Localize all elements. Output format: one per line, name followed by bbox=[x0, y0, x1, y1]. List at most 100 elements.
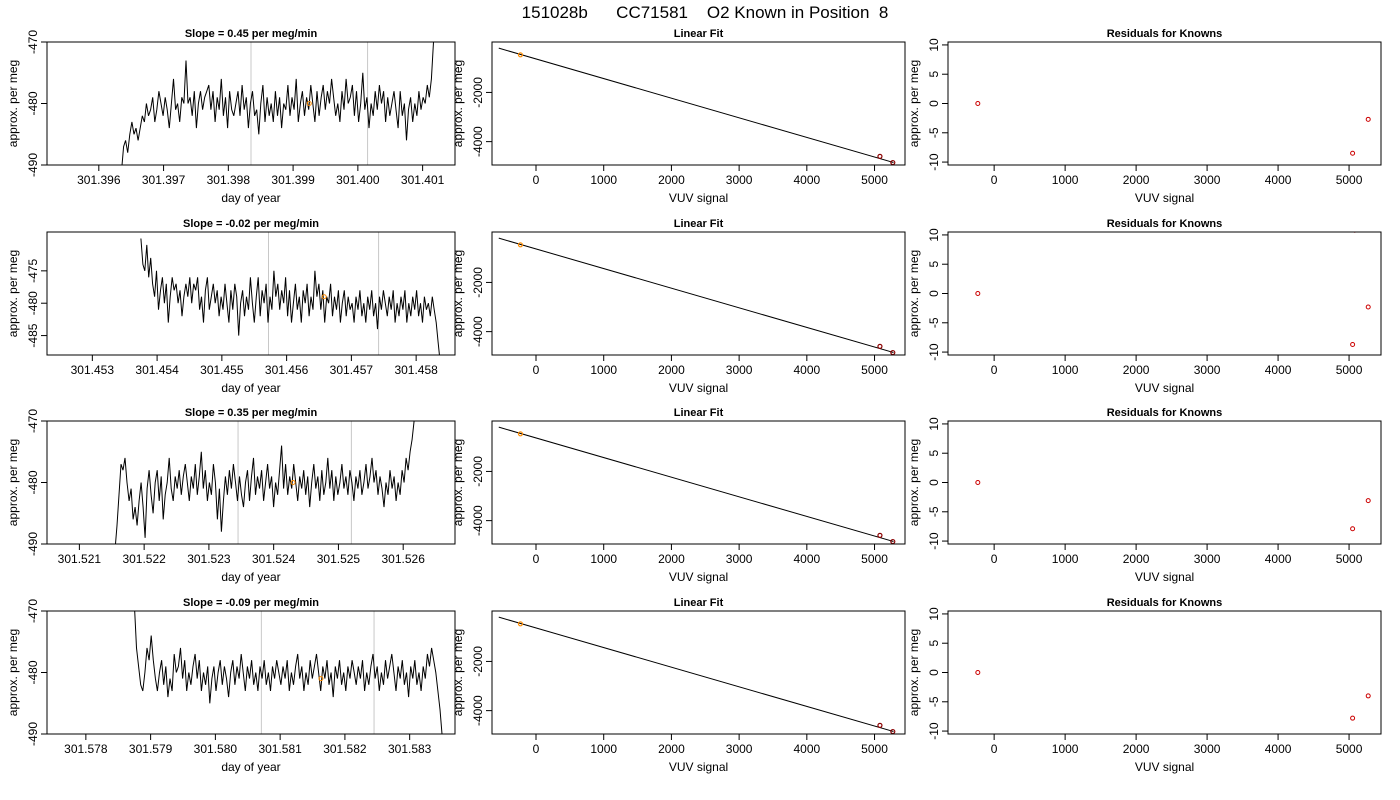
known-point bbox=[517, 431, 524, 437]
known-point bbox=[517, 621, 524, 627]
x-tick-label: 0 bbox=[991, 363, 998, 377]
x-tick-label: 2000 bbox=[1123, 552, 1150, 566]
panel-title: Residuals for Knowns bbox=[1107, 28, 1223, 40]
x-tick-label: 301.578 bbox=[64, 742, 108, 756]
x-tick-label: 0 bbox=[991, 173, 998, 187]
chart-panel-2: Slope = -0.02 per meg/min 301.453 301.454 3… bbox=[6, 218, 456, 395]
y-tick-label: -475 bbox=[26, 259, 40, 283]
x-axis-label: day of year bbox=[221, 760, 280, 774]
y-axis-label: approx. per meg bbox=[6, 60, 20, 147]
plot-frame bbox=[947, 420, 1382, 545]
chart-panel-9: Residuals for Knowns 0 1000 2000 3000 4000 500… bbox=[907, 28, 1382, 205]
panel-title: Linear Fit bbox=[674, 597, 724, 609]
y-tick-label: 10 bbox=[927, 228, 941, 242]
x-tick-label: 2000 bbox=[658, 742, 685, 756]
y-tick-label: -2000 bbox=[471, 77, 485, 108]
x-tick-label: 1000 bbox=[1052, 742, 1079, 756]
plot-frame bbox=[947, 231, 1382, 356]
y-tick-label: 10 bbox=[927, 417, 941, 431]
y-tick-label: -4000 bbox=[471, 505, 485, 536]
x-tick-label: 3000 bbox=[1194, 363, 1221, 377]
x-tick-label: 2000 bbox=[1123, 363, 1150, 377]
chart-panel-8: Linear Fit 0 1000 2000 3000 4000 5000 -2000 -400… bbox=[451, 597, 906, 774]
plot-area bbox=[498, 616, 896, 734]
unknown-point bbox=[877, 343, 883, 349]
x-tick-label: 301.525 bbox=[317, 552, 361, 566]
x-axis-label: VUV signal bbox=[1135, 570, 1194, 584]
x-axis-label: VUV signal bbox=[1135, 191, 1194, 205]
residual-point bbox=[975, 291, 981, 296]
x-tick-label: 301.579 bbox=[129, 742, 173, 756]
x-tick-label: 1000 bbox=[590, 742, 617, 756]
x-axis-label: day of year bbox=[221, 381, 280, 395]
x-tick-label: 2000 bbox=[658, 552, 685, 566]
fit-line bbox=[498, 426, 894, 543]
panel-title: Slope = -0.09 per meg/min bbox=[183, 597, 319, 609]
x-tick-label: 5000 bbox=[861, 742, 888, 756]
x-tick-label: 301.453 bbox=[71, 363, 115, 377]
y-tick-label: -480 bbox=[26, 291, 40, 315]
x-tick-label: 4000 bbox=[793, 552, 820, 566]
y-tick-label: -470 bbox=[26, 409, 40, 433]
x-tick-label: 5000 bbox=[1336, 363, 1363, 377]
x-tick-label: 4000 bbox=[793, 173, 820, 187]
y-tick-label: -490 bbox=[26, 722, 40, 746]
y-tick-label: 0 bbox=[927, 100, 941, 107]
chart-panel-7: Linear Fit 0 1000 2000 3000 4000 5000 -2000 -400… bbox=[451, 407, 906, 584]
chart-panel-6: Linear Fit 0 1000 2000 3000 4000 5000 -2000 -400… bbox=[451, 218, 906, 395]
y-tick-label: -480 bbox=[26, 660, 40, 684]
plot-area bbox=[121, 42, 435, 165]
data-trace bbox=[121, 42, 435, 165]
x-tick-label: 3000 bbox=[726, 173, 753, 187]
x-tick-label: 301.458 bbox=[394, 363, 438, 377]
plot-area bbox=[498, 426, 896, 544]
x-tick-label: 301.582 bbox=[323, 742, 367, 756]
x-tick-label: 5000 bbox=[1336, 742, 1363, 756]
x-tick-label: 3000 bbox=[1194, 742, 1221, 756]
y-tick-label: -490 bbox=[26, 153, 40, 177]
x-tick-label: 1000 bbox=[1052, 363, 1079, 377]
y-tick-label: -490 bbox=[26, 532, 40, 556]
panel-title: Slope = 0.35 per meg/min bbox=[185, 407, 318, 419]
y-axis-label: approx. per meg bbox=[6, 250, 20, 337]
plot-frame bbox=[491, 231, 906, 356]
known-point bbox=[517, 242, 524, 248]
panel-title: Linear Fit bbox=[674, 407, 724, 419]
chart-panel-5: Linear Fit 0 1000 2000 3000 4000 5000 -2000 -400… bbox=[451, 28, 906, 205]
residual-point bbox=[1350, 715, 1356, 721]
chart-panel-3: Slope = 0.35 per meg/min 301.521 301.522 30… bbox=[6, 407, 456, 584]
x-tick-label: 4000 bbox=[1265, 552, 1292, 566]
x-tick-label: 1000 bbox=[590, 173, 617, 187]
x-axis-label: VUV signal bbox=[669, 381, 728, 395]
y-tick-label: 5 bbox=[927, 640, 941, 647]
plot-frame bbox=[491, 610, 906, 735]
y-tick-label: -470 bbox=[26, 30, 40, 54]
unknown-point bbox=[877, 532, 883, 538]
x-tick-label: 1000 bbox=[590, 363, 617, 377]
y-axis-label: approx. per meg bbox=[907, 439, 921, 526]
x-tick-label: 301.581 bbox=[258, 742, 302, 756]
x-tick-label: 301.455 bbox=[200, 363, 244, 377]
x-tick-label: 301.400 bbox=[336, 173, 380, 187]
y-tick-label: -485 bbox=[26, 323, 40, 347]
x-tick-label: 301.526 bbox=[381, 552, 425, 566]
plot-area bbox=[140, 232, 440, 355]
residual-point bbox=[1350, 526, 1356, 532]
chart-panel-4: Slope = -0.09 per meg/min 301.578 301.579 3… bbox=[6, 597, 456, 774]
x-tick-label: 2000 bbox=[658, 363, 685, 377]
plot-area bbox=[975, 101, 1371, 156]
fit-line bbox=[498, 47, 894, 164]
x-tick-label: 0 bbox=[991, 742, 998, 756]
y-axis-label: approx. per meg bbox=[6, 439, 20, 526]
panel-title: Residuals for Knowns bbox=[1107, 407, 1223, 419]
fit-line bbox=[498, 616, 894, 733]
x-tick-label: 3000 bbox=[726, 363, 753, 377]
x-tick-label: 301.399 bbox=[271, 173, 315, 187]
x-tick-label: 4000 bbox=[1265, 363, 1292, 377]
x-tick-label: 5000 bbox=[1336, 173, 1363, 187]
y-tick-label: -10 bbox=[927, 722, 941, 740]
chart-panel-1: Slope = 0.45 per meg/min 301.396 301.397 30… bbox=[6, 28, 456, 205]
x-tick-label: 5000 bbox=[861, 363, 888, 377]
